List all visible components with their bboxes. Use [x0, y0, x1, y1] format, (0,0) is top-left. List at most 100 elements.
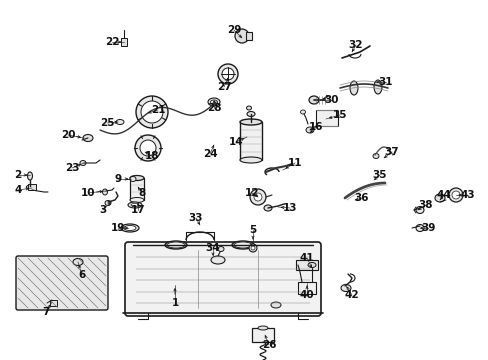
Text: 36: 36 — [354, 193, 368, 203]
Bar — [295, 260, 317, 270]
Bar — [297, 282, 315, 294]
Text: 13: 13 — [282, 203, 297, 213]
Text: 43: 43 — [460, 190, 474, 200]
Text: 21: 21 — [150, 105, 165, 115]
Bar — [245, 32, 251, 40]
Ellipse shape — [308, 96, 318, 104]
Circle shape — [253, 193, 262, 201]
Text: 9: 9 — [114, 174, 122, 184]
Text: 10: 10 — [81, 188, 95, 198]
Circle shape — [141, 101, 163, 123]
Circle shape — [249, 189, 265, 205]
Text: 34: 34 — [205, 243, 220, 253]
Ellipse shape — [434, 194, 444, 202]
Ellipse shape — [130, 175, 143, 180]
Ellipse shape — [415, 225, 423, 231]
Ellipse shape — [131, 203, 139, 207]
Ellipse shape — [307, 262, 315, 267]
FancyBboxPatch shape — [125, 242, 320, 316]
Text: 28: 28 — [206, 103, 221, 113]
Text: 40: 40 — [299, 290, 314, 300]
Ellipse shape — [167, 242, 184, 248]
Text: 23: 23 — [64, 163, 79, 173]
Ellipse shape — [248, 244, 257, 252]
Ellipse shape — [300, 110, 305, 114]
Ellipse shape — [83, 135, 93, 141]
Text: 30: 30 — [324, 95, 339, 105]
Ellipse shape — [250, 246, 254, 250]
Ellipse shape — [258, 326, 267, 330]
Text: 41: 41 — [299, 253, 314, 263]
Ellipse shape — [26, 185, 34, 189]
Text: 44: 44 — [436, 190, 450, 200]
Ellipse shape — [80, 161, 86, 166]
Text: 35: 35 — [372, 170, 386, 180]
Ellipse shape — [231, 241, 253, 249]
Ellipse shape — [240, 157, 262, 163]
Bar — [315, 110, 337, 126]
Ellipse shape — [73, 258, 83, 266]
Circle shape — [136, 96, 168, 128]
Text: 24: 24 — [202, 149, 217, 159]
Ellipse shape — [305, 127, 313, 133]
Text: 6: 6 — [78, 270, 85, 280]
Text: 42: 42 — [344, 290, 359, 300]
Text: 31: 31 — [378, 77, 392, 87]
Ellipse shape — [246, 112, 254, 117]
Ellipse shape — [105, 201, 111, 206]
Ellipse shape — [240, 119, 262, 125]
Circle shape — [448, 188, 462, 202]
Ellipse shape — [264, 205, 271, 211]
Text: 3: 3 — [99, 205, 106, 215]
Bar — [121, 38, 127, 46]
Ellipse shape — [128, 202, 142, 208]
Ellipse shape — [164, 241, 186, 249]
Bar — [240, 122, 262, 160]
Ellipse shape — [372, 153, 378, 158]
Ellipse shape — [415, 207, 423, 213]
Text: 8: 8 — [138, 188, 145, 198]
Ellipse shape — [349, 81, 357, 95]
Circle shape — [135, 135, 161, 161]
Text: 16: 16 — [308, 122, 323, 132]
Text: 15: 15 — [332, 110, 346, 120]
Bar — [28, 184, 36, 190]
Circle shape — [222, 68, 234, 80]
Ellipse shape — [210, 256, 224, 264]
Text: 26: 26 — [261, 340, 276, 350]
Ellipse shape — [121, 224, 139, 232]
Circle shape — [218, 64, 238, 84]
Ellipse shape — [124, 225, 136, 230]
Text: 18: 18 — [144, 151, 159, 161]
Ellipse shape — [234, 242, 251, 248]
Ellipse shape — [130, 176, 136, 181]
Text: 22: 22 — [104, 37, 119, 47]
Ellipse shape — [207, 98, 220, 106]
Text: 1: 1 — [171, 298, 178, 308]
Ellipse shape — [102, 189, 107, 195]
Ellipse shape — [130, 198, 143, 202]
FancyBboxPatch shape — [16, 256, 108, 310]
Bar — [50, 300, 57, 306]
Text: 7: 7 — [42, 307, 50, 317]
Circle shape — [451, 191, 459, 199]
Circle shape — [235, 29, 248, 43]
Ellipse shape — [27, 172, 32, 180]
Text: 25: 25 — [100, 118, 114, 128]
Circle shape — [140, 140, 156, 156]
Text: 20: 20 — [61, 130, 75, 140]
Ellipse shape — [116, 120, 124, 125]
Ellipse shape — [218, 247, 224, 252]
Text: 29: 29 — [226, 25, 241, 35]
Text: 4: 4 — [14, 185, 21, 195]
Text: 38: 38 — [418, 200, 432, 210]
Ellipse shape — [246, 106, 251, 110]
Text: 17: 17 — [130, 205, 145, 215]
Text: 14: 14 — [228, 137, 243, 147]
Ellipse shape — [210, 100, 217, 104]
Text: 2: 2 — [14, 170, 21, 180]
Text: 27: 27 — [216, 82, 231, 92]
Text: 11: 11 — [287, 158, 302, 168]
Text: 19: 19 — [111, 223, 125, 233]
Ellipse shape — [373, 80, 381, 94]
